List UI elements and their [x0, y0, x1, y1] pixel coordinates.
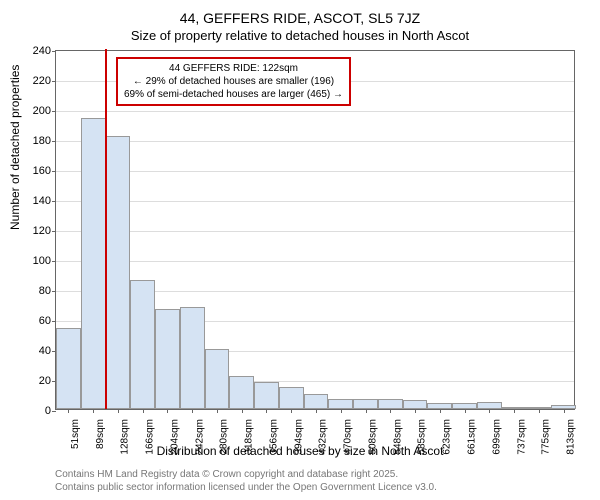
footer: Contains HM Land Registry data © Crown c… [55, 468, 437, 494]
x-tick-mark [68, 409, 69, 413]
x-tick-mark [465, 409, 466, 413]
x-tick-mark [167, 409, 168, 413]
x-tick-mark [564, 409, 565, 413]
y-tick-label: 200 [33, 105, 56, 117]
histogram-bar [254, 382, 279, 409]
x-tick-mark [242, 409, 243, 413]
chart-container: 44, GEFFERS RIDE, ASCOT, SL5 7JZ Size of… [0, 0, 600, 500]
chart-title-main: 44, GEFFERS RIDE, ASCOT, SL5 7JZ [0, 0, 600, 26]
y-tick-label: 40 [39, 345, 56, 357]
x-tick-mark [217, 409, 218, 413]
marker-line [105, 49, 107, 409]
grid-line [56, 111, 574, 112]
x-tick-mark [266, 409, 267, 413]
annotation-line2: ← 29% of detached houses are smaller (19… [124, 75, 343, 88]
footer-line1: Contains HM Land Registry data © Crown c… [55, 468, 437, 481]
y-tick-label: 120 [33, 225, 56, 237]
x-tick-mark [514, 409, 515, 413]
y-tick-label: 160 [33, 165, 56, 177]
x-tick-mark [539, 409, 540, 413]
histogram-bar [56, 328, 81, 409]
grid-line [56, 261, 574, 262]
y-tick-label: 180 [33, 135, 56, 147]
x-tick-mark [341, 409, 342, 413]
y-tick-label: 0 [45, 405, 56, 417]
annotation-line3: 69% of semi-detached houses are larger (… [124, 88, 343, 101]
x-tick-mark [316, 409, 317, 413]
x-axis-label: Distribution of detached houses by size … [0, 444, 600, 458]
histogram-bar [205, 349, 230, 409]
x-tick-mark [440, 409, 441, 413]
histogram-bar [81, 118, 106, 409]
y-tick-label: 220 [33, 75, 56, 87]
histogram-bar [477, 402, 502, 410]
histogram-bar [403, 400, 428, 409]
histogram-bar [279, 387, 304, 410]
histogram-bar [106, 136, 131, 409]
grid-line [56, 171, 574, 172]
y-tick-label: 140 [33, 195, 56, 207]
histogram-bar [155, 309, 180, 410]
annotation-line1: 44 GEFFERS RIDE: 122sqm [124, 62, 343, 75]
footer-line2: Contains public sector information licen… [55, 481, 437, 494]
histogram-bar [328, 399, 353, 410]
x-tick-mark [415, 409, 416, 413]
histogram-bar [378, 399, 403, 410]
histogram-bar [229, 376, 254, 409]
annotation-box: 44 GEFFERS RIDE: 122sqm ← 29% of detache… [116, 57, 351, 106]
plot-area: 02040608010012014016018020022024051sqm89… [55, 50, 575, 410]
y-tick-label: 60 [39, 315, 56, 327]
x-tick-mark [192, 409, 193, 413]
y-tick-label: 80 [39, 285, 56, 297]
histogram-bar [353, 399, 378, 410]
histogram-bar [304, 394, 329, 409]
x-tick-mark [390, 409, 391, 413]
histogram-bar [180, 307, 205, 409]
x-tick-mark [366, 409, 367, 413]
grid-line [56, 201, 574, 202]
x-tick-mark [93, 409, 94, 413]
x-tick-mark [143, 409, 144, 413]
y-tick-label: 100 [33, 255, 56, 267]
histogram-bar [130, 280, 155, 409]
grid-line [56, 231, 574, 232]
x-tick-mark [118, 409, 119, 413]
x-tick-mark [489, 409, 490, 413]
y-axis-label: Number of detached properties [8, 65, 22, 230]
grid-line [56, 141, 574, 142]
y-tick-label: 240 [33, 45, 56, 57]
y-tick-label: 20 [39, 375, 56, 387]
x-tick-mark [291, 409, 292, 413]
chart-title-sub: Size of property relative to detached ho… [0, 26, 600, 43]
